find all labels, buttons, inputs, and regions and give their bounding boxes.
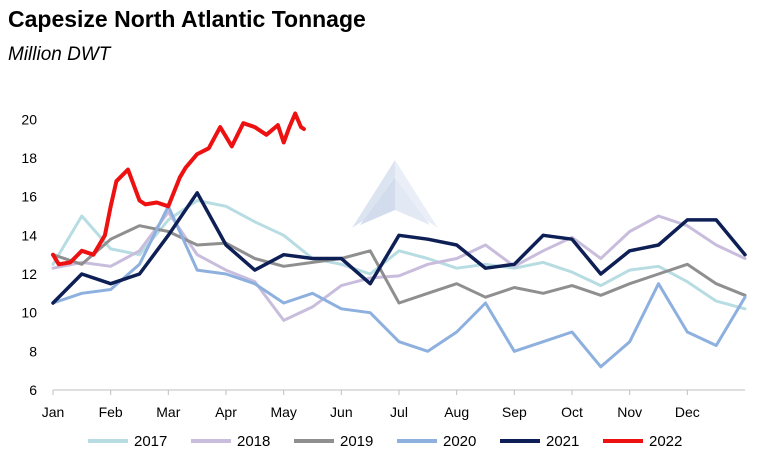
x-tick-label: Aug <box>444 404 469 420</box>
legend-label-2017: 2017 <box>134 433 167 450</box>
x-tick-label: Mar <box>156 404 180 420</box>
x-tick-label: Feb <box>99 404 123 420</box>
y-axis: 6 8 10 12 14 16 18 20 <box>21 111 37 398</box>
x-tick-label: Apr <box>215 404 237 420</box>
series-lines <box>51 111 747 369</box>
x-tick-label: Jul <box>390 404 408 420</box>
legend-label-2021: 2021 <box>546 433 579 450</box>
chart-subtitle: Million DWT <box>8 44 111 65</box>
series-line-2018 <box>51 210 747 322</box>
series-line-2020 <box>51 204 747 369</box>
legend-label-2018: 2018 <box>237 433 270 450</box>
watermark-logo <box>352 160 438 228</box>
x-axis: Jan Feb Mar Apr May Jun Jul Aug Sep Oct Nov Dec <box>42 389 745 420</box>
y-tick-label: 6 <box>29 382 37 398</box>
y-tick-label: 8 <box>29 343 37 359</box>
legend-label-2020: 2020 <box>443 433 476 450</box>
series-line-2017 <box>51 199 747 311</box>
x-tick-label: Oct <box>561 404 583 420</box>
x-tick-label: Sep <box>502 404 527 420</box>
legend-label-2022: 2022 <box>649 433 682 450</box>
y-tick-label: 18 <box>21 150 37 166</box>
y-tick-label: 16 <box>21 189 37 205</box>
series-line-2021 <box>51 191 747 305</box>
series-line-2019 <box>51 224 747 305</box>
y-tick-label: 10 <box>21 305 37 321</box>
legend: 2017 2018 2019 2020 2021 2022 <box>88 433 682 450</box>
y-tick-label: 20 <box>21 111 37 127</box>
x-tick-label: May <box>270 404 296 420</box>
x-tick-label: Jun <box>330 404 353 420</box>
y-tick-label: 14 <box>21 227 37 243</box>
series-line-2022 <box>51 111 306 267</box>
x-tick-label: Dec <box>675 404 700 420</box>
x-tick-label: Nov <box>617 404 642 420</box>
y-tick-label: 12 <box>21 266 37 282</box>
x-tick-label: Jan <box>42 404 65 420</box>
chart-title: Capesize North Atlantic Tonnage <box>8 6 366 32</box>
legend-label-2019: 2019 <box>340 433 373 450</box>
